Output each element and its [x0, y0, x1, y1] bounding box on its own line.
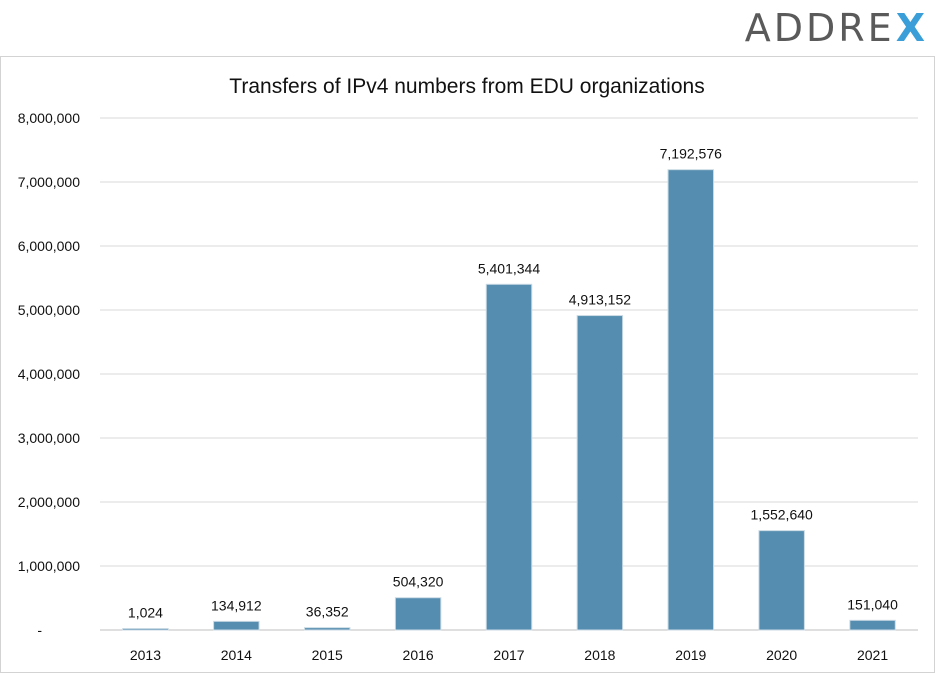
addrex-logo: ADDRE X	[745, 6, 928, 50]
x-tick-label: 2015	[312, 647, 343, 663]
x-tick-label: 2014	[221, 647, 252, 663]
data-label: 134,912	[211, 597, 262, 613]
y-axis: - 1,000,000 2,000,000 3,000,000 4,000,000 5,0…	[18, 110, 80, 638]
y-tick-label: 3,000,000	[18, 430, 80, 446]
bar	[304, 627, 351, 631]
y-tick-label: 4,000,000	[18, 366, 80, 382]
y-tick-label: 7,000,000	[18, 174, 80, 190]
logo-wordmark: ADDRE	[744, 6, 895, 50]
data-label: 504,320	[393, 574, 444, 590]
data-label: 1,024	[128, 605, 163, 621]
x-axis: 2013 2014 2015 2016 2017 2018 2019 2020 2021	[130, 647, 888, 663]
x-tick-label: 2016	[403, 647, 434, 663]
x-tick-label: 2020	[766, 647, 797, 663]
x-tick-label: 2017	[493, 647, 524, 663]
chart-title: Transfers of IPv4 numbers from EDU organ…	[229, 75, 704, 98]
bar	[667, 169, 714, 631]
data-label: 5,401,344	[478, 260, 540, 276]
data-labels: 1,024 134,912 36,352 504,320 5,401,344 4,913,…	[128, 146, 898, 621]
bar	[213, 620, 260, 631]
logo-x-mark: X	[895, 6, 928, 50]
y-tick-label: 5,000,000	[18, 302, 80, 318]
bar	[758, 530, 805, 631]
data-label: 36,352	[306, 604, 349, 620]
x-tick-label: 2018	[584, 647, 615, 663]
bar	[122, 628, 169, 631]
x-tick-label: 2013	[130, 647, 161, 663]
bar	[576, 315, 624, 631]
bars	[122, 169, 896, 631]
data-label: 4,913,152	[569, 292, 631, 308]
bar	[485, 283, 533, 631]
y-tick-label: 1,000,000	[18, 558, 80, 574]
data-label: 7,192,576	[660, 146, 722, 162]
y-tick-label: 2,000,000	[18, 494, 80, 510]
y-tick-label: -	[37, 622, 42, 638]
x-tick-label: 2021	[857, 647, 888, 663]
bar	[394, 597, 442, 631]
y-tick-label: 8,000,000	[18, 110, 80, 126]
bar	[849, 619, 896, 631]
data-label: 151,040	[847, 596, 898, 612]
data-label: 1,552,640	[751, 507, 813, 523]
x-tick-label: 2019	[675, 647, 706, 663]
y-tick-label: 6,000,000	[18, 238, 80, 254]
